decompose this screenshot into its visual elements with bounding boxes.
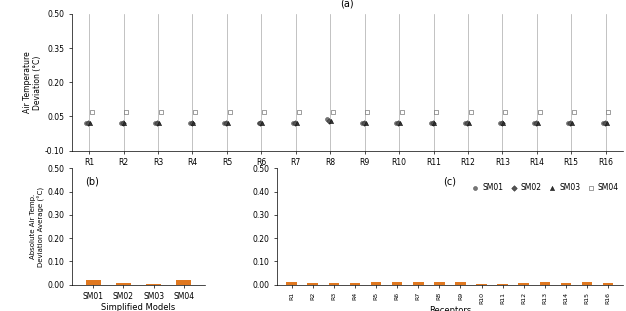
SM01	[563, 121, 573, 126]
SM02	[255, 121, 265, 126]
SM01	[495, 121, 505, 126]
SM01	[185, 121, 195, 126]
SM01	[529, 121, 539, 126]
SM03	[498, 121, 508, 126]
Legend: SM01, SM02, SM03, SM04: SM01, SM02, SM03, SM04	[471, 183, 619, 192]
SM03	[602, 121, 612, 126]
Bar	[116, 283, 131, 285]
SM03	[257, 121, 267, 126]
Bar	[603, 283, 613, 285]
Bar	[497, 284, 508, 285]
SM04	[500, 109, 510, 114]
SM03	[326, 118, 336, 123]
Bar	[329, 283, 339, 285]
SM02	[359, 121, 369, 126]
Bar	[413, 282, 424, 285]
SM01	[219, 121, 229, 126]
Text: (c): (c)	[443, 177, 456, 187]
SM03	[361, 121, 371, 126]
SM02	[428, 121, 438, 126]
SM03	[464, 121, 474, 126]
X-axis label: Receptors: Receptors	[429, 306, 471, 311]
Bar	[582, 282, 592, 285]
Bar	[371, 282, 381, 285]
SM01	[598, 121, 608, 126]
SM02	[393, 121, 403, 126]
SM02	[496, 121, 506, 126]
SM04	[431, 109, 441, 114]
SM04	[603, 109, 613, 114]
SM02	[324, 118, 334, 123]
SM01	[81, 121, 91, 126]
Bar	[518, 283, 529, 285]
SM04	[362, 109, 372, 114]
X-axis label: Receptors: Receptors	[326, 169, 369, 178]
SM03	[85, 121, 95, 126]
SM04	[121, 109, 131, 114]
SM02	[600, 121, 610, 126]
Bar	[350, 283, 360, 285]
SM04	[87, 109, 97, 114]
Bar	[476, 284, 487, 285]
SM04	[569, 109, 579, 114]
SM03	[154, 121, 164, 126]
SM04	[535, 109, 545, 114]
SM02	[531, 121, 541, 126]
Bar	[177, 281, 192, 285]
SM02	[187, 121, 197, 126]
Y-axis label: Absolute Air Temp.
Deviation Average (°C): Absolute Air Temp. Deviation Average (°C…	[30, 186, 44, 267]
SM01	[322, 116, 332, 121]
SM04	[328, 109, 338, 114]
SM04	[466, 109, 476, 114]
Bar	[392, 282, 403, 285]
SM03	[567, 121, 577, 126]
SM02	[462, 121, 472, 126]
SM03	[533, 121, 543, 126]
Text: (b): (b)	[85, 177, 99, 187]
SM02	[565, 121, 575, 126]
SM01	[254, 121, 264, 126]
SM03	[292, 121, 302, 126]
SM04	[156, 109, 166, 114]
Bar	[540, 282, 550, 285]
Text: (a): (a)	[341, 0, 354, 8]
Bar	[287, 282, 297, 285]
Bar	[434, 282, 444, 285]
X-axis label: Simplified Models: Simplified Models	[101, 303, 176, 311]
SM04	[259, 109, 269, 114]
Bar	[561, 283, 571, 285]
SM01	[288, 121, 298, 126]
SM01	[116, 121, 126, 126]
SM01	[150, 121, 160, 126]
SM02	[83, 121, 93, 126]
SM04	[190, 109, 200, 114]
SM03	[188, 121, 198, 126]
SM02	[118, 121, 128, 126]
Y-axis label: Air Temperature
Deviation (°C): Air Temperature Deviation (°C)	[23, 51, 42, 113]
SM03	[223, 121, 233, 126]
SM02	[221, 121, 231, 126]
Bar	[455, 282, 466, 285]
SM04	[225, 109, 235, 114]
Bar	[146, 284, 162, 285]
SM01	[460, 121, 470, 126]
SM03	[395, 121, 405, 126]
SM03	[429, 121, 439, 126]
SM01	[357, 121, 367, 126]
SM02	[290, 121, 300, 126]
Bar	[86, 281, 101, 285]
SM03	[120, 121, 130, 126]
SM04	[397, 109, 407, 114]
SM04	[294, 109, 304, 114]
SM01	[391, 121, 401, 126]
SM02	[152, 121, 162, 126]
Bar	[307, 283, 318, 285]
SM01	[426, 121, 436, 126]
